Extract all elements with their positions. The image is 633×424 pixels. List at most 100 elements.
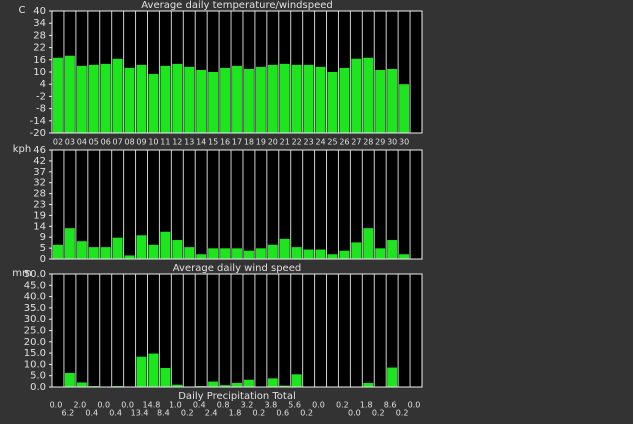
y-tick-label: 15.0 (24, 348, 46, 359)
x-tick-label: 05 (89, 138, 99, 147)
chart-title: Average daily temperature/windspeed (141, 0, 332, 11)
bar (279, 63, 290, 133)
bar (375, 248, 386, 259)
x-tick-label: 08 (124, 138, 134, 147)
bar (243, 379, 254, 387)
bar (124, 67, 135, 133)
bar (243, 68, 254, 133)
x-tick-label: 18 (244, 138, 254, 147)
y-tick-label: 4 (40, 79, 46, 90)
x-tick-label: 26 (339, 138, 349, 147)
y-tick-label: 5 (40, 243, 46, 254)
y-tick-label: -2 (36, 91, 46, 102)
bar (136, 356, 147, 387)
value-label: 0.8 (217, 401, 230, 410)
bar (243, 250, 254, 259)
y-tick-label: 10.0 (24, 359, 46, 370)
bar (267, 378, 278, 387)
y-tick-label: 45.0 (24, 280, 46, 291)
x-tick-label: 19 (256, 138, 266, 147)
x-tick-label: 03 (65, 138, 75, 147)
y-tick-label: 20.0 (24, 337, 46, 348)
bar (64, 55, 75, 133)
y-tick-label: 14 (33, 221, 46, 232)
bar (220, 67, 231, 133)
x-tick-label: 02 (53, 138, 63, 147)
x-axis-label: Daily Precipitation Total (178, 391, 296, 402)
plot-area (52, 274, 422, 387)
x-tick-label: 30 (399, 138, 409, 147)
bar (399, 84, 410, 133)
bar (363, 57, 374, 134)
x-tick-label: 15 (208, 138, 218, 147)
value-label: 0.2 (181, 409, 194, 418)
bar (148, 353, 159, 387)
bar (136, 235, 147, 259)
bar (76, 241, 87, 259)
x-tick-label: 04 (77, 138, 87, 147)
bar (291, 247, 302, 259)
y-tick-label: -8 (36, 104, 46, 115)
chart-title: Average daily wind speed (173, 263, 301, 274)
x-tick-label: 29 (375, 138, 385, 147)
y-tick-label: 42 (33, 156, 46, 167)
y-tick-label: 16 (33, 55, 46, 66)
bar (255, 66, 266, 133)
bar (208, 248, 219, 259)
y-tick-label: 40 (33, 6, 46, 17)
bar (196, 69, 207, 133)
bar (148, 74, 159, 133)
value-label: 13.4 (131, 409, 149, 418)
bar (315, 66, 326, 133)
bar (53, 57, 63, 134)
value-label: 0.4 (193, 401, 206, 410)
value-label: 0.0 (312, 401, 325, 410)
value-label: 14.8 (143, 401, 161, 410)
value-label: 0.0 (121, 401, 134, 410)
y-axis-label: kph (13, 144, 31, 155)
y-tick-label: 28 (33, 189, 46, 200)
value-label: 1.8 (360, 401, 373, 410)
x-tick-label: 14 (196, 138, 206, 147)
bar (255, 248, 266, 259)
bar (53, 244, 63, 259)
value-label: 1.8 (229, 409, 242, 418)
x-tick-label: 20 (268, 138, 278, 147)
bar (303, 249, 314, 259)
y-tick-label: 22 (33, 43, 46, 54)
bar (112, 58, 123, 133)
bar (160, 231, 171, 259)
value-label: 8.4 (157, 409, 170, 418)
bar (220, 385, 231, 387)
value-label: 0.0 (97, 401, 110, 410)
bar (351, 58, 362, 133)
value-label: 0.2 (396, 409, 409, 418)
bar (208, 72, 219, 133)
y-tick-label: 19 (33, 210, 46, 221)
bar (208, 381, 219, 387)
x-tick-label: 17 (232, 138, 242, 147)
value-label: 5.6 (288, 401, 301, 410)
value-label: 3.2 (241, 401, 254, 410)
bar (136, 64, 147, 133)
bar (172, 63, 183, 133)
bar (387, 367, 398, 387)
value-label: 2.0 (73, 401, 86, 410)
bar (124, 255, 135, 259)
bar (88, 247, 99, 259)
x-tick-label: 25 (327, 138, 337, 147)
x-tick-label: 22 (292, 138, 302, 147)
value-label: 2.4 (205, 409, 218, 418)
y-tick-label: 40.0 (24, 292, 46, 303)
bar (291, 374, 302, 387)
y-tick-label: 9 (40, 232, 46, 243)
bar (303, 64, 314, 133)
value-label: 8.6 (384, 401, 397, 410)
bar (375, 69, 386, 133)
bar (64, 228, 75, 259)
bar (172, 384, 183, 387)
bar (220, 248, 231, 259)
bar (387, 240, 398, 259)
bar (267, 244, 278, 259)
